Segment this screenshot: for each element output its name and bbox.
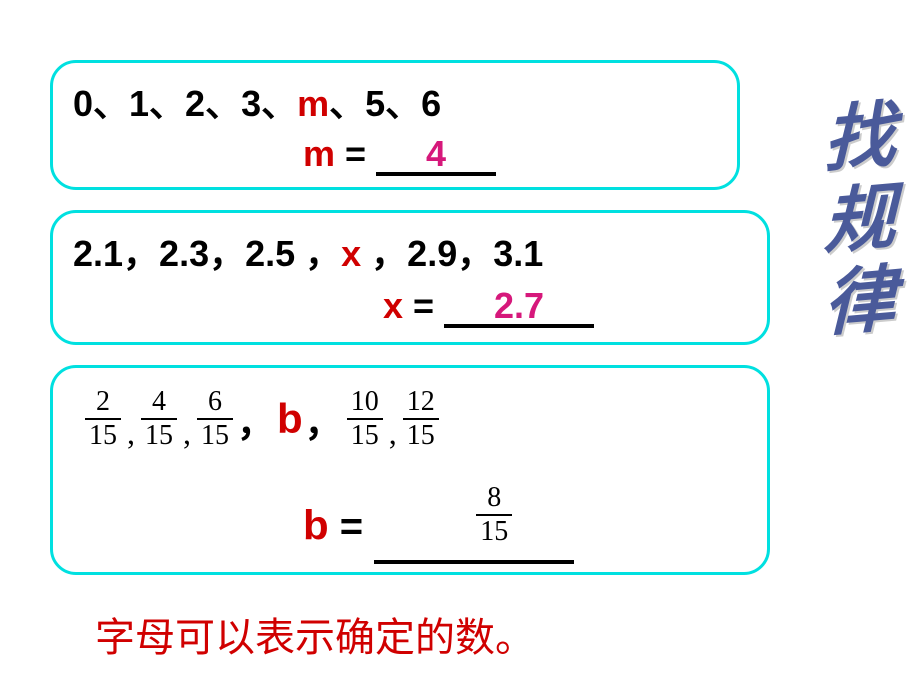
card-sequence-1: 0、1、2、3、m、5、6 m = 4	[50, 60, 740, 190]
frac-1: 215	[85, 388, 121, 450]
sequence-3: 215 , 415 , 615 ， b ， 1015 , 1215	[83, 388, 441, 450]
vertical-title: 找规律	[785, 95, 905, 351]
comma: ,	[179, 415, 195, 452]
eq2-var: x	[383, 285, 403, 326]
eq3-answer: 815	[374, 498, 574, 564]
frac-2: 415	[141, 388, 177, 450]
sequence-2: 2.1，2.3，2.5 ，x ，2.9，3.1	[73, 225, 543, 277]
card-sequence-3: 215 , 415 , 615 ， b ， 1015 , 1215 b = 81…	[50, 365, 770, 575]
comma-cn: ，	[303, 392, 345, 447]
card-sequence-2: 2.1，2.3，2.5 ，x ，2.9，3.1 x = 2.7	[50, 210, 770, 345]
eq2-answer: 2.7	[444, 288, 594, 328]
seq2-prefix: 2.1，2.3，2.5 ，	[73, 233, 341, 274]
eq3-var: b	[303, 502, 329, 549]
frac-4: 1015	[347, 388, 383, 450]
eq1-answer: 4	[376, 136, 496, 176]
equation-3: b = 815	[303, 498, 574, 564]
seq1-var: m	[297, 83, 329, 124]
eq2-sign: =	[403, 285, 444, 326]
seq1-suffix: 、5、6	[329, 83, 441, 124]
equation-2: x = 2.7	[383, 285, 594, 328]
eq1-sign: =	[335, 133, 376, 174]
seq2-suffix: ，2.9，3.1	[361, 233, 543, 274]
frac-3: 615	[197, 388, 233, 450]
eq3-sign: =	[329, 505, 375, 549]
sequence-1: 0、1、2、3、m、5、6	[73, 75, 441, 127]
comma-cn: ，	[235, 392, 277, 447]
comma: ,	[385, 415, 401, 452]
seq2-var: x	[341, 233, 361, 274]
seq1-prefix: 0、1、2、3、	[73, 83, 297, 124]
frac-5: 1215	[403, 388, 439, 450]
footer-statement: 字母可以表示确定的数。	[95, 605, 535, 663]
frac-answer: 815	[476, 484, 512, 546]
eq1-var: m	[303, 133, 335, 174]
seq3-var: b	[277, 395, 303, 443]
comma: ,	[123, 415, 139, 452]
equation-1: m = 4	[303, 133, 496, 176]
